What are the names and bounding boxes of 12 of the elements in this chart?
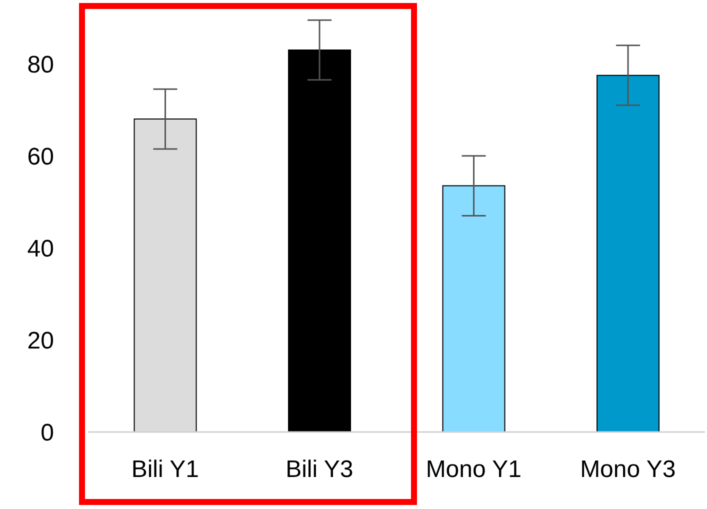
bar: [596, 74, 660, 432]
x-tick-label: Bili Y3: [286, 456, 354, 484]
x-tick-label: Mono Y3: [580, 456, 676, 484]
bar: [288, 50, 352, 432]
x-tick-label: Bili Y1: [131, 456, 199, 484]
y-tick-label: 60: [27, 143, 54, 170]
y-tick-label: 20: [27, 327, 54, 354]
bar: [442, 185, 506, 432]
y-tick-label: 0: [40, 420, 54, 447]
y-tick-label: 40: [27, 235, 54, 262]
x-tick-label: Mono Y1: [426, 456, 522, 484]
y-tick-label: 80: [27, 51, 54, 78]
